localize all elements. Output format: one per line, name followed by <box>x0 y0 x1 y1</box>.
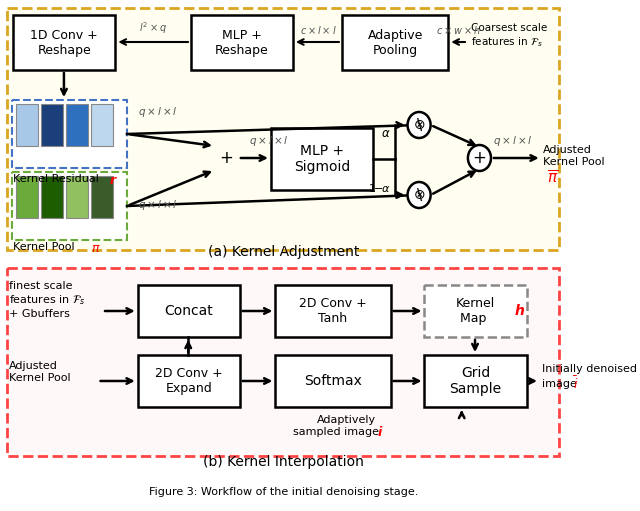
Bar <box>41 104 63 146</box>
Text: Adjusted: Adjusted <box>543 145 592 155</box>
Bar <box>7 8 559 250</box>
Text: Adaptive
Pooling: Adaptive Pooling <box>367 29 423 57</box>
Text: Kernel Pool: Kernel Pool <box>543 157 605 167</box>
Text: ⊗: ⊗ <box>413 188 425 202</box>
Text: (a) Kernel Adjustment: (a) Kernel Adjustment <box>207 245 359 259</box>
Text: $\overline{\pi}$: $\overline{\pi}$ <box>547 170 558 187</box>
Text: $q \times l \times l$: $q \times l \times l$ <box>493 134 532 148</box>
Text: $c \times l \times l$: $c \times l \times l$ <box>300 24 336 36</box>
Text: features in $\mathcal{F}_s$: features in $\mathcal{F}_s$ <box>470 35 542 49</box>
Text: Kernel
Map: Kernel Map <box>456 297 495 325</box>
Text: $l^2 \times q$: $l^2 \times q$ <box>139 20 166 36</box>
Text: (b) Kernel Interpolation: (b) Kernel Interpolation <box>203 455 364 469</box>
Text: Adjusted
Kernel Pool: Adjusted Kernel Pool <box>9 361 70 383</box>
Bar <box>12 100 127 168</box>
Text: $q \times l \times l$: $q \times l \times l$ <box>138 198 177 212</box>
Bar <box>91 176 113 218</box>
Bar <box>7 268 559 456</box>
Bar <box>275 285 390 337</box>
Bar <box>66 104 88 146</box>
Text: r: r <box>109 174 115 187</box>
Bar <box>342 15 449 70</box>
Bar <box>424 285 527 337</box>
Circle shape <box>408 182 431 208</box>
Text: $\alpha$: $\alpha$ <box>381 127 390 140</box>
Circle shape <box>468 145 491 171</box>
Bar <box>16 176 38 218</box>
Text: $1\!\!-\!\!\alpha$: $1\!\!-\!\!\alpha$ <box>368 182 390 194</box>
Text: h: h <box>514 304 524 318</box>
Text: +: + <box>220 149 234 167</box>
Text: image: image <box>541 379 577 389</box>
Text: Initially denoised: Initially denoised <box>541 364 637 374</box>
Text: Kernel Residual: Kernel Residual <box>13 174 102 184</box>
Text: Kernel Pool: Kernel Pool <box>13 242 79 252</box>
Bar <box>275 355 390 407</box>
Bar <box>12 172 127 240</box>
Text: $\pi$: $\pi$ <box>91 242 100 255</box>
Text: Concat: Concat <box>164 304 213 318</box>
Text: Softmax: Softmax <box>304 374 362 388</box>
Text: $\bar{i}$: $\bar{i}$ <box>573 376 579 392</box>
Text: ⊗: ⊗ <box>413 118 425 132</box>
Bar <box>191 15 293 70</box>
Text: finest scale
features in $\mathcal{F}_s$
+ Gbuffers: finest scale features in $\mathcal{F}_s$… <box>9 281 86 319</box>
Bar <box>91 104 113 146</box>
Text: Figure 3: Workflow of the initial denoising stage.: Figure 3: Workflow of the initial denois… <box>148 487 418 497</box>
Bar <box>424 355 527 407</box>
Circle shape <box>408 112 431 138</box>
Text: \: \ <box>417 118 422 132</box>
Text: $q \times l \times l$: $q \times l \times l$ <box>138 105 177 119</box>
Bar <box>138 355 240 407</box>
Bar <box>66 176 88 218</box>
Text: MLP +
Sigmoid: MLP + Sigmoid <box>294 144 350 174</box>
Text: 1D Conv +
Reshape: 1D Conv + Reshape <box>31 29 99 57</box>
Text: MLP +
Reshape: MLP + Reshape <box>215 29 269 57</box>
Bar <box>138 285 240 337</box>
Text: +: + <box>472 149 486 167</box>
Text: Grid
Sample: Grid Sample <box>449 366 502 396</box>
Bar <box>16 104 38 146</box>
Text: $q \times l \times l$: $q \times l \times l$ <box>248 134 289 148</box>
Text: \: \ <box>417 188 422 202</box>
Text: Coarsest scale: Coarsest scale <box>470 23 547 33</box>
Bar <box>13 15 115 70</box>
Text: i: i <box>378 426 381 438</box>
Bar <box>271 128 373 190</box>
Text: 2D Conv +
Expand: 2D Conv + Expand <box>155 367 223 395</box>
Bar <box>41 176 63 218</box>
Text: Adaptively: Adaptively <box>317 415 376 425</box>
Text: $c \times w \times h$: $c \times w \times h$ <box>436 24 481 36</box>
Text: sampled image: sampled image <box>292 427 379 437</box>
Text: 2D Conv +
Tanh: 2D Conv + Tanh <box>299 297 367 325</box>
